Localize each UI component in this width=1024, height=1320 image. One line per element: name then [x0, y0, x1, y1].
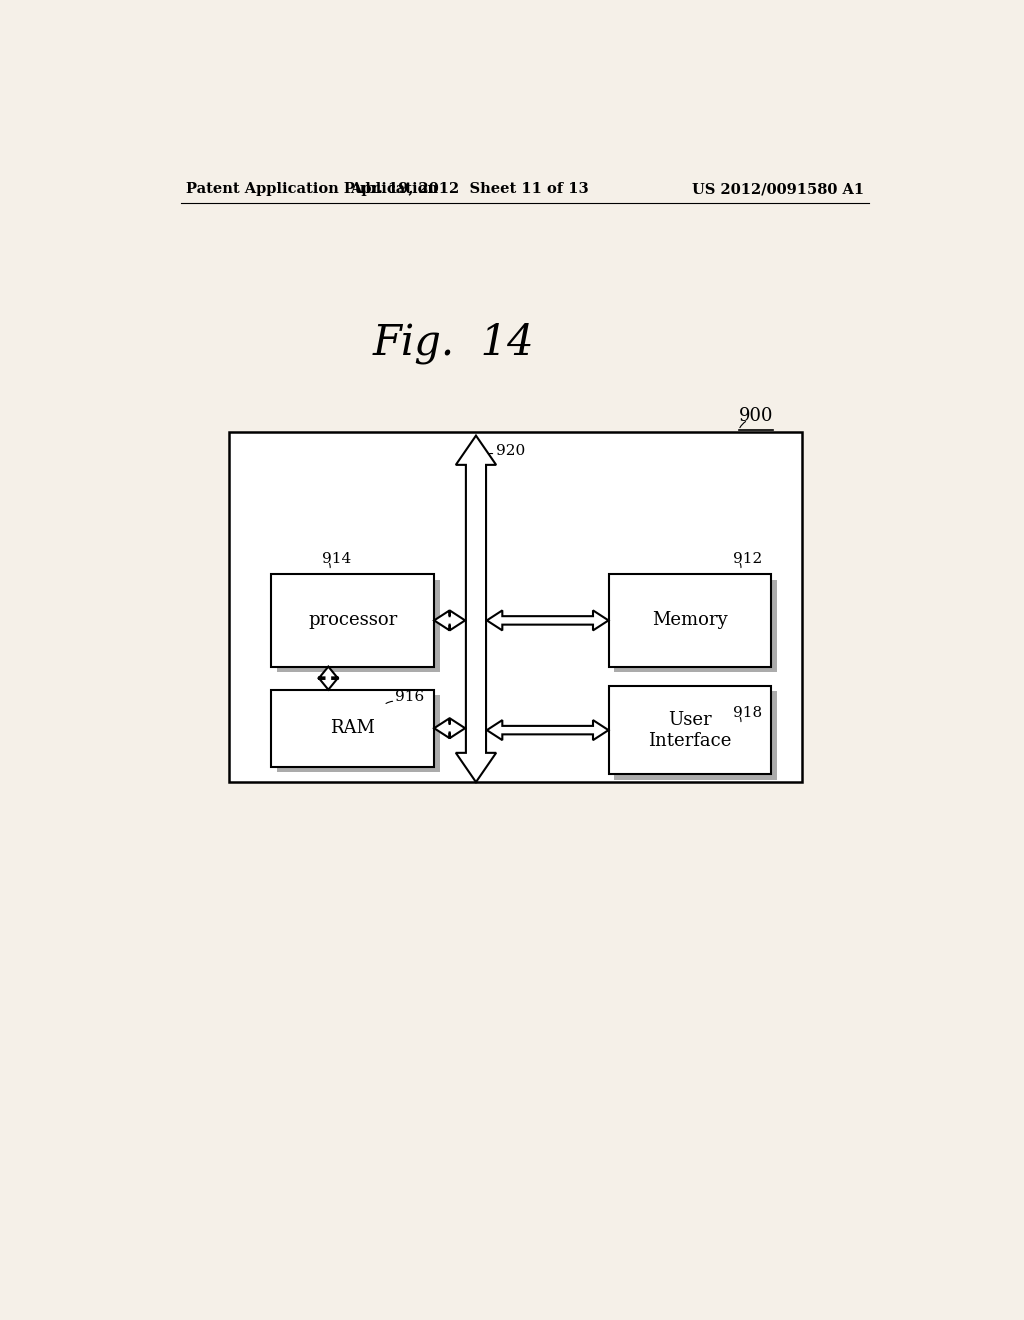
Bar	[276, 579, 439, 672]
Text: 920: 920	[496, 444, 525, 458]
Text: Patent Application Publication: Patent Application Publication	[186, 182, 438, 197]
Text: processor: processor	[308, 611, 397, 630]
Text: 914: 914	[322, 552, 351, 566]
Text: 918: 918	[732, 706, 762, 719]
Polygon shape	[434, 610, 465, 631]
Polygon shape	[456, 436, 496, 781]
Bar	[608, 574, 771, 667]
Text: Fig.  14: Fig. 14	[373, 322, 535, 364]
Bar	[271, 689, 434, 767]
Text: User
Interface: User Interface	[648, 710, 731, 750]
Text: 916: 916	[395, 690, 425, 705]
Text: 900: 900	[738, 408, 773, 425]
Polygon shape	[486, 610, 608, 631]
Text: US 2012/0091580 A1: US 2012/0091580 A1	[692, 182, 864, 197]
Bar	[271, 574, 434, 667]
Text: 912: 912	[732, 552, 762, 566]
Polygon shape	[318, 667, 338, 689]
Bar	[276, 696, 439, 772]
Text: Apr. 19, 2012  Sheet 11 of 13: Apr. 19, 2012 Sheet 11 of 13	[349, 182, 589, 197]
Bar	[614, 579, 776, 672]
Bar	[608, 686, 771, 775]
Polygon shape	[434, 718, 465, 738]
Bar	[614, 692, 776, 780]
Bar	[228, 432, 802, 781]
Text: Memory: Memory	[652, 611, 728, 630]
Text: RAM: RAM	[331, 719, 375, 737]
Polygon shape	[486, 721, 608, 741]
